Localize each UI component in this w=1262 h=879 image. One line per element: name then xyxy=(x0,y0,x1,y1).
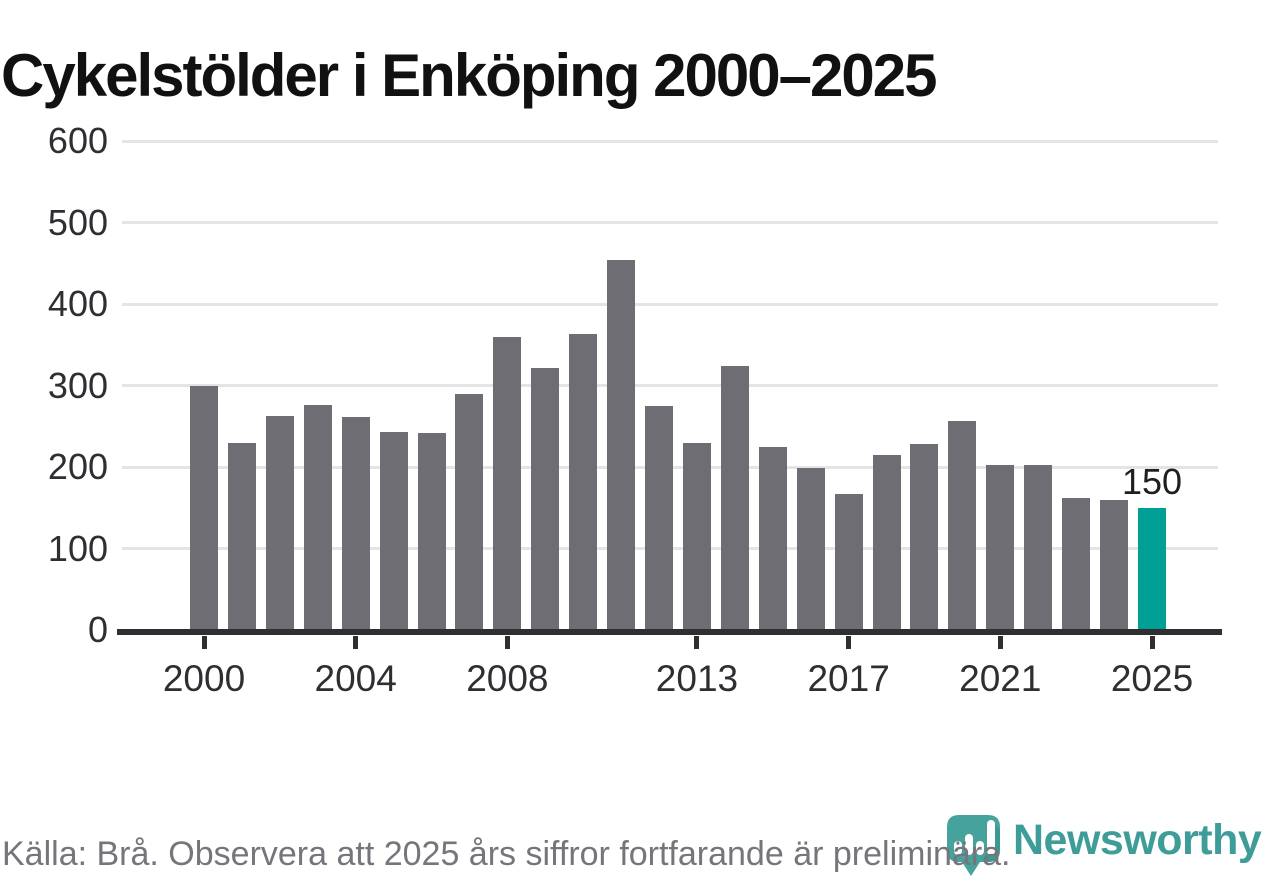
x-axis-label-2004: 2004 xyxy=(314,658,397,699)
bar-2016 xyxy=(796,467,825,630)
bar-2008 xyxy=(493,337,522,630)
bar-2018 xyxy=(872,454,901,630)
x-axis-label-2021: 2021 xyxy=(959,658,1042,699)
gridline-500 xyxy=(122,221,1218,224)
bar-2019 xyxy=(910,444,939,630)
bar-2013 xyxy=(682,443,711,630)
bar-2025 xyxy=(1138,507,1166,630)
bar-2011 xyxy=(607,259,636,630)
x-axis-label-2008: 2008 xyxy=(466,658,549,699)
gridline-400 xyxy=(122,302,1218,306)
y-axis-label-600: 600 xyxy=(47,120,108,161)
newsworthy-wordmark: Newsworthy xyxy=(1013,816,1262,864)
y-axis-label-500: 500 xyxy=(47,201,108,243)
x-axis-tick-2008 xyxy=(504,636,510,649)
x-axis-label-2025: 2025 xyxy=(1110,658,1194,699)
x-axis-label-2000: 2000 xyxy=(162,658,246,699)
bar-2023 xyxy=(1062,497,1091,630)
bar-2015 xyxy=(758,447,787,630)
bar-2003 xyxy=(303,405,332,630)
gridline-600 xyxy=(122,139,1218,143)
gridline-300 xyxy=(122,384,1218,387)
source-note: Källa: Brå. Observera att 2025 års siffr… xyxy=(2,835,1011,873)
bar-2004 xyxy=(341,417,370,630)
chart-title: Cykelstölder i Enköping 2000–2025 xyxy=(1,42,937,110)
bar-2010 xyxy=(569,334,598,630)
x-axis-tick-2004 xyxy=(353,636,359,649)
bar-2020 xyxy=(948,420,977,630)
y-axis-label-300: 300 xyxy=(47,364,108,406)
bar-2005 xyxy=(379,431,408,630)
y-axis-label-400: 400 xyxy=(47,283,108,324)
bar-2014 xyxy=(720,365,749,630)
y-axis-label-100: 100 xyxy=(47,527,108,569)
bar-value-label: 150 xyxy=(1121,460,1183,502)
y-axis-label-0: 0 xyxy=(87,609,108,650)
bar-2002 xyxy=(265,415,294,630)
x-axis-tick-2025 xyxy=(1149,636,1155,649)
x-axis-label-2013: 2013 xyxy=(655,658,739,699)
bar-2009 xyxy=(531,367,560,630)
x-axis-tick-2013 xyxy=(694,636,700,649)
bar-2017 xyxy=(834,493,863,630)
bar-2001 xyxy=(227,443,256,630)
x-axis-tick-2000 xyxy=(201,636,207,649)
bar-2022 xyxy=(1024,465,1053,630)
bar-2007 xyxy=(455,393,484,630)
bar-2024 xyxy=(1100,499,1129,630)
x-axis-line xyxy=(117,629,1222,635)
bar-2000 xyxy=(190,385,218,630)
x-axis-tick-2017 xyxy=(846,636,852,649)
bar-2012 xyxy=(645,405,674,630)
newsworthy-pin-icon xyxy=(947,815,1000,876)
bar-2006 xyxy=(417,432,446,630)
y-axis-label-200: 200 xyxy=(47,446,108,487)
x-axis-label-2017: 2017 xyxy=(807,658,890,699)
x-axis-tick-2021 xyxy=(997,636,1003,649)
bar-2021 xyxy=(986,465,1015,630)
